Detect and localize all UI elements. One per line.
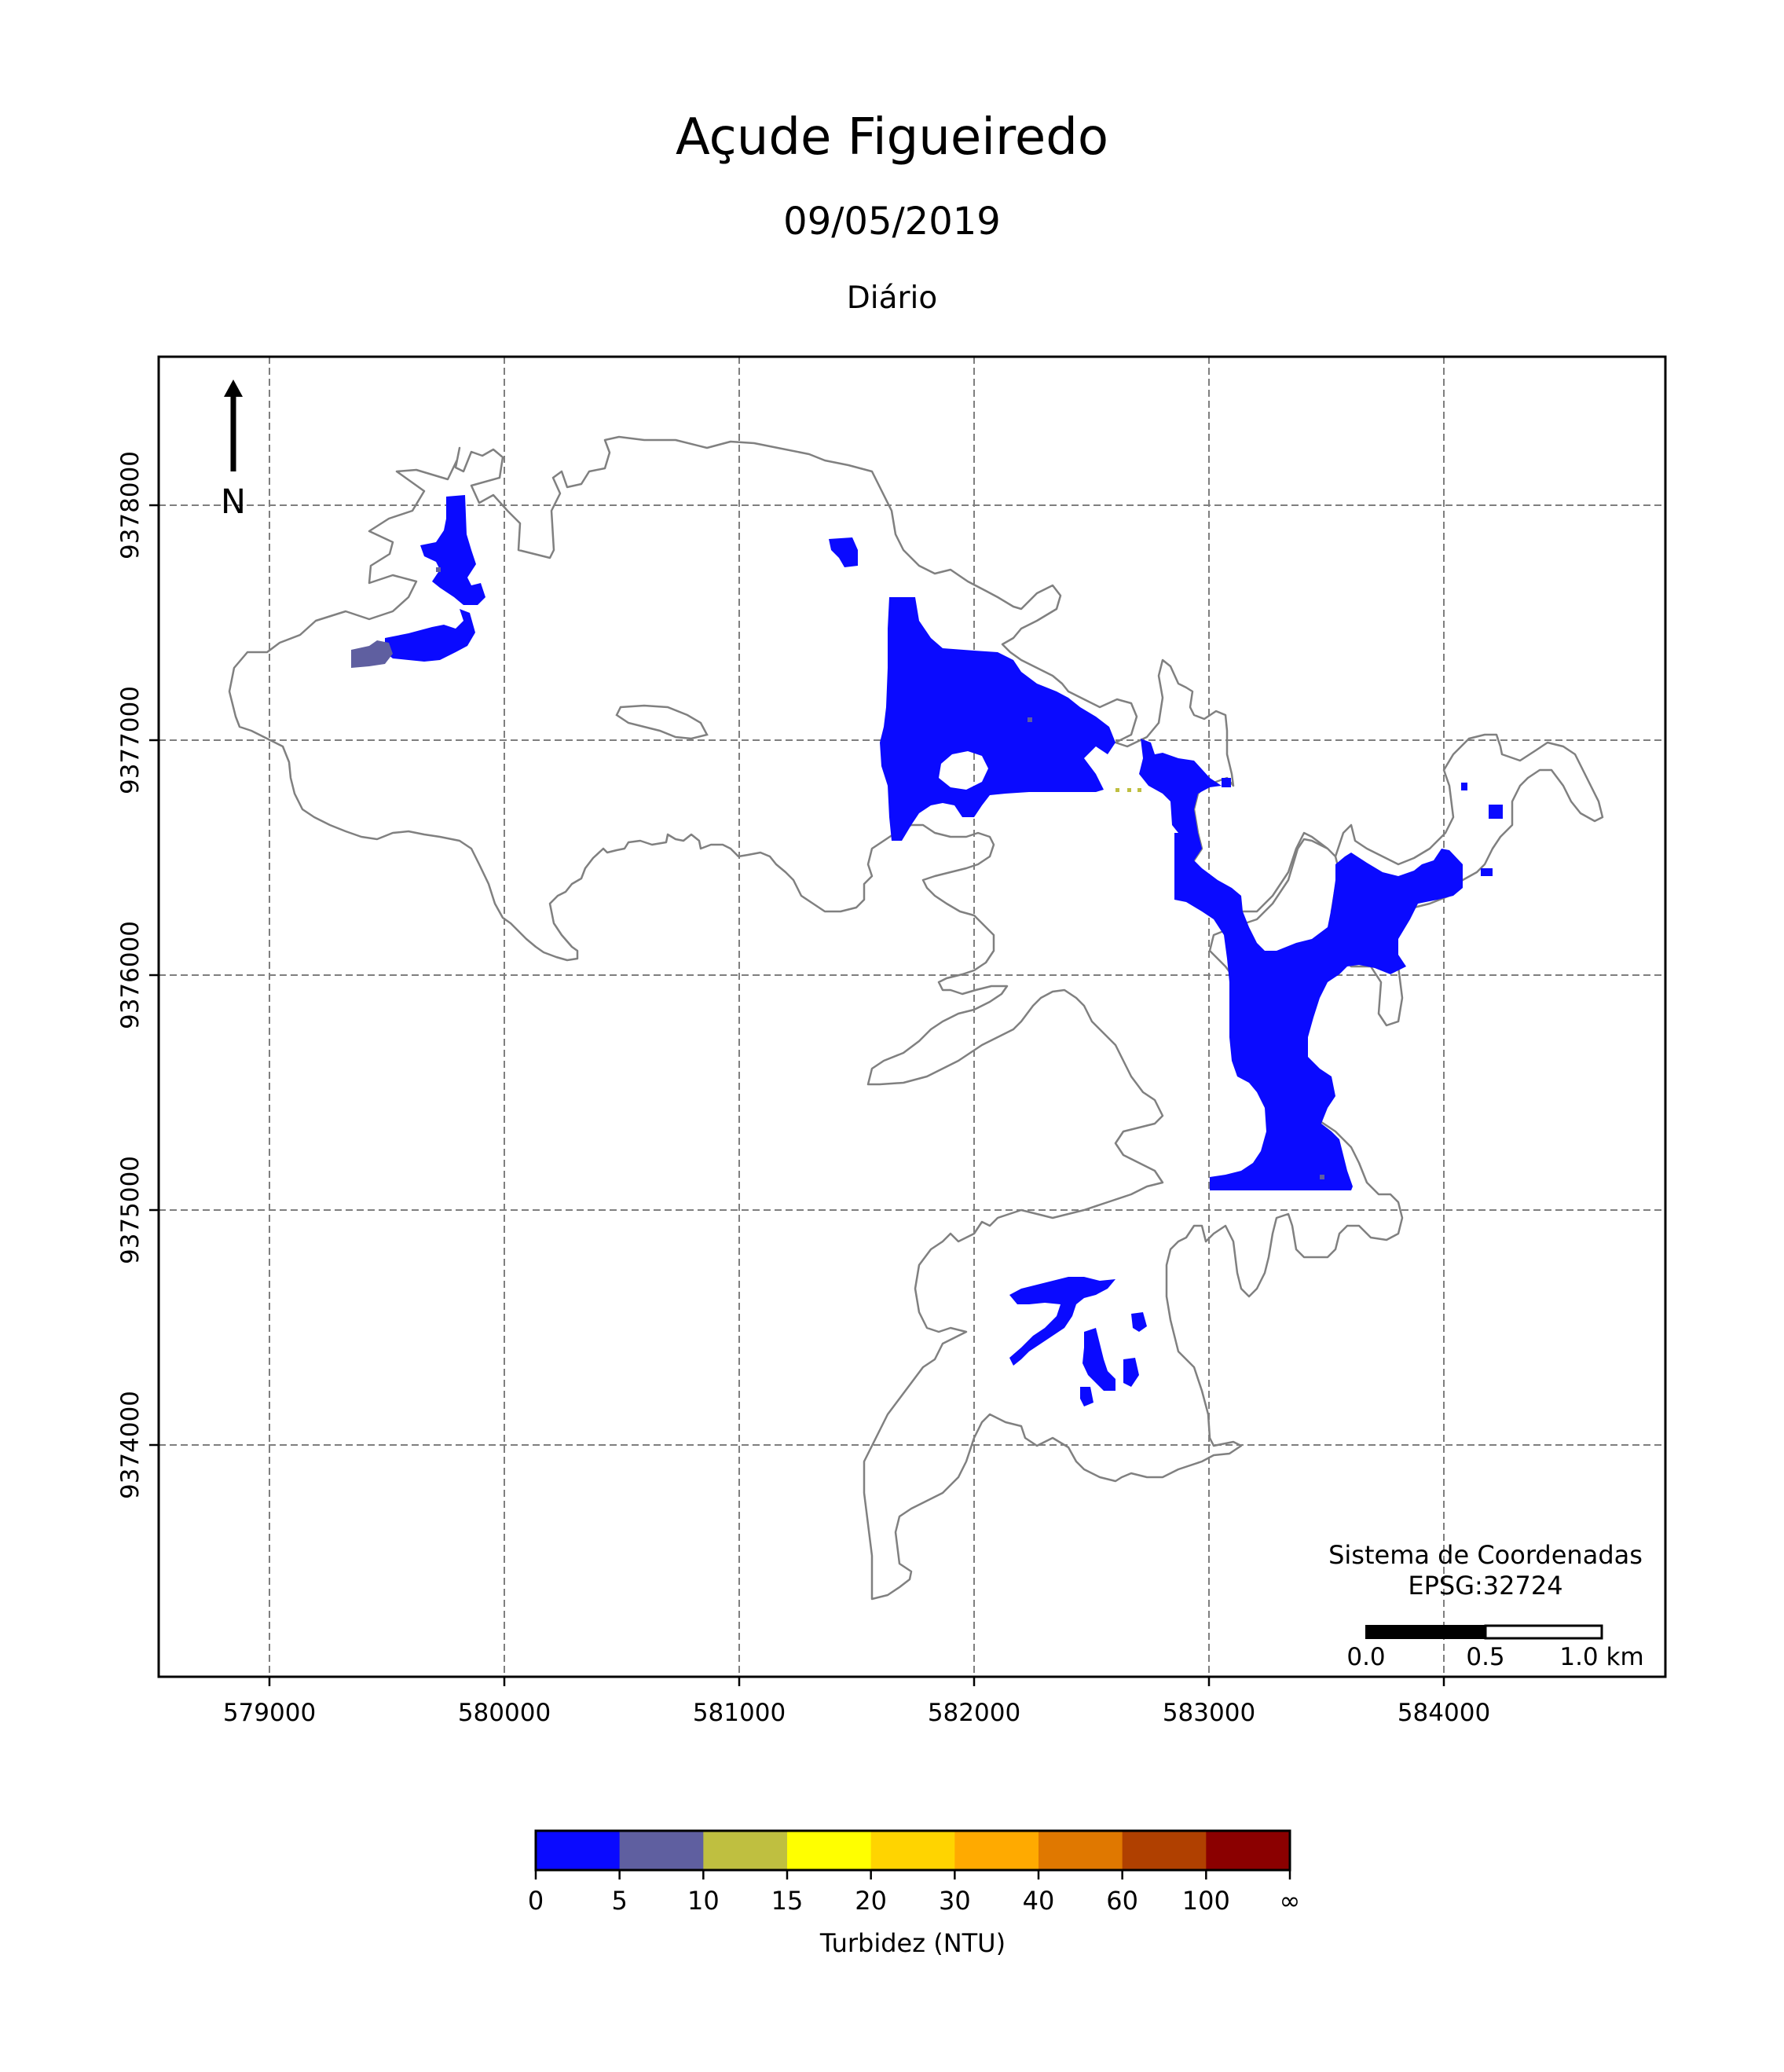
colorbar-ticks: 0 5 10 15 20 30 40 60 100 ∞ xyxy=(528,1870,1301,1916)
water-patch-south-3 xyxy=(1123,1358,1139,1387)
y-tick-label: 9376000 xyxy=(116,921,145,1029)
water-patch-east-dot-3 xyxy=(1481,868,1493,876)
y-tick-labels: 9378000 9377000 9376000 9375000 9374000 xyxy=(116,451,145,1499)
water-turbidity-5-10 xyxy=(351,567,1324,1179)
x-tick-label: 583000 xyxy=(1163,1699,1255,1727)
map-date: 09/05/2019 xyxy=(783,200,1001,244)
water-patch-south-4 xyxy=(1131,1312,1147,1332)
colorbar-tick-label: 20 xyxy=(855,1886,887,1916)
colorbar-tick-label: ∞ xyxy=(1280,1886,1301,1916)
colorbar-tick-label: 40 xyxy=(1023,1886,1055,1916)
scale-label: 0.5 xyxy=(1466,1643,1504,1671)
x-tick-label: 584000 xyxy=(1398,1699,1490,1727)
colorbar-frame xyxy=(534,1829,1291,1872)
water-speck-5-10-3 xyxy=(1320,1175,1324,1179)
north-arrow: N xyxy=(221,380,246,522)
water-patch-south-1 xyxy=(1009,1277,1115,1366)
y-tick-label: 9377000 xyxy=(116,686,145,794)
water-patch-east-dot-4 xyxy=(1222,778,1231,787)
water-patch-south-2 xyxy=(1082,1328,1115,1391)
axis-ticks xyxy=(149,504,1445,1686)
x-tick-label: 582000 xyxy=(928,1699,1020,1727)
island-outline xyxy=(615,704,709,740)
y-tick-label: 9374000 xyxy=(116,1391,145,1499)
colorbar-segment xyxy=(703,1831,788,1870)
colorbar-tick-label: 10 xyxy=(687,1886,720,1916)
colorbar: 0 5 10 15 20 30 40 60 100 ∞ Turbidez (NTU) xyxy=(528,1829,1301,1958)
water-speck-10-15-3 xyxy=(1137,788,1141,792)
water-patch-east-upper xyxy=(1139,739,1222,833)
water-patch-nw-upper xyxy=(420,495,485,605)
map-area xyxy=(159,357,1665,1677)
crs-code: EPSG:32724 xyxy=(1408,1571,1562,1601)
map-frame xyxy=(157,355,1667,1678)
crs-title: Sistema de Coordenadas xyxy=(1328,1540,1643,1570)
colorbar-segments xyxy=(536,1831,1291,1870)
north-arrow-head xyxy=(224,380,243,397)
colorbar-tick-label: 60 xyxy=(1106,1886,1138,1916)
water-patch-east-dot-1 xyxy=(1489,805,1503,819)
water-patch-nw-lower xyxy=(385,609,475,662)
colorbar-tick-label: 15 xyxy=(771,1886,804,1916)
colorbar-segment xyxy=(536,1831,621,1870)
water-patch-south-5 xyxy=(1080,1387,1093,1406)
colorbar-segment xyxy=(787,1831,872,1870)
colorbar-tick-label: 5 xyxy=(611,1886,627,1916)
water-patch-nw-5-10 xyxy=(351,640,393,668)
colorbar-segment xyxy=(1206,1831,1291,1870)
x-tick-label: 581000 xyxy=(693,1699,786,1727)
water-low-turbidity xyxy=(385,495,1503,1406)
colorbar-tick-label: 30 xyxy=(939,1886,971,1916)
scale-label: 0.0 xyxy=(1346,1643,1385,1671)
colorbar-segment xyxy=(619,1831,704,1870)
y-tick-label: 9375000 xyxy=(116,1156,145,1264)
map-period: Diário xyxy=(846,281,938,316)
water-patch-north xyxy=(829,537,858,567)
colorbar-tick-label: 100 xyxy=(1182,1886,1230,1916)
water-patch-central xyxy=(880,597,1115,841)
north-label: N xyxy=(221,482,246,522)
water-speck-10-15-1 xyxy=(1115,788,1119,792)
map-title: Açude Figueiredo xyxy=(675,108,1109,167)
x-tick-label: 579000 xyxy=(223,1699,316,1727)
water-speck-10-15-2 xyxy=(1127,788,1131,792)
colorbar-label: Turbidez (NTU) xyxy=(819,1928,1006,1958)
colorbar-segment xyxy=(1122,1831,1207,1870)
water-turbidity-10-15 xyxy=(1115,788,1141,792)
scale-label: 1.0 km xyxy=(1559,1643,1643,1671)
reservoir-outline xyxy=(228,435,1604,1601)
colorbar-tick-label: 0 xyxy=(528,1886,544,1916)
water-patch-east-dot-2 xyxy=(1461,783,1467,790)
scale-bar: 0.0 0.5 1.0 km xyxy=(1346,1624,1644,1671)
colorbar-segment xyxy=(1039,1831,1123,1870)
x-tick-labels: 579000 580000 581000 582000 583000 58400… xyxy=(223,1699,1490,1727)
colorbar-segment xyxy=(954,1831,1039,1870)
scale-bar-black xyxy=(1365,1625,1486,1639)
scale-bar-white xyxy=(1484,1624,1603,1640)
water-patch-southeast xyxy=(1174,833,1463,1190)
y-tick-label: 9378000 xyxy=(116,451,145,559)
water-speck-5-10-1 xyxy=(436,567,441,572)
x-tick-label: 580000 xyxy=(458,1699,551,1727)
water-speck-5-10-2 xyxy=(1028,717,1032,722)
colorbar-segment xyxy=(870,1831,955,1870)
